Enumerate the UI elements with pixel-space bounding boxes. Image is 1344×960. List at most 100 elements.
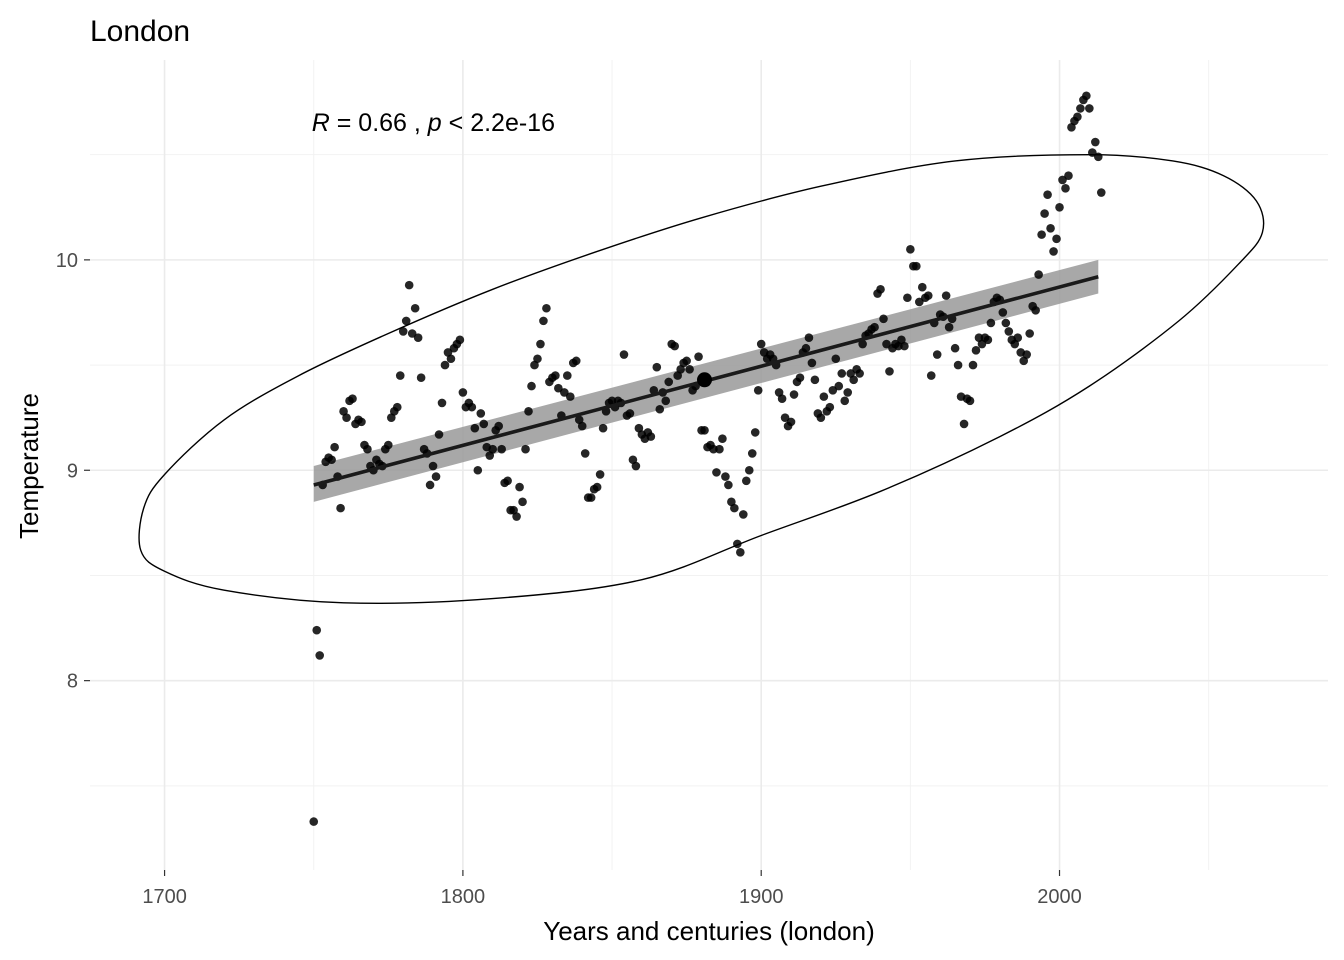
- data-point: [670, 341, 679, 351]
- x-tick-label: 1700: [142, 886, 187, 908]
- data-point: [986, 318, 996, 328]
- data-point: [840, 396, 850, 406]
- data-point: [807, 358, 817, 368]
- data-point: [685, 364, 694, 374]
- data-point: [327, 455, 336, 465]
- data-point: [401, 316, 411, 326]
- data-point: [876, 285, 885, 294]
- data-point: [1058, 175, 1067, 185]
- data-point: [571, 356, 581, 366]
- data-point: [700, 425, 709, 435]
- ellipse-outline: [138, 153, 1265, 604]
- data-point: [315, 651, 325, 660]
- data-point: [944, 322, 954, 332]
- x-tick-label: 1800: [441, 886, 486, 908]
- data-point: [900, 341, 909, 351]
- data-point: [661, 396, 671, 406]
- data-point: [1055, 202, 1064, 212]
- data-point: [718, 434, 727, 444]
- data-point: [730, 503, 739, 513]
- data-point: [849, 375, 858, 385]
- data-point: [416, 373, 426, 382]
- data-point: [1031, 306, 1040, 315]
- data-point: [816, 413, 826, 422]
- data-point: [694, 352, 703, 361]
- r-value: = 0.66 ,: [330, 109, 428, 137]
- confidence-ellipse: [138, 153, 1265, 604]
- p-symbol: p: [427, 109, 442, 137]
- data-point: [1034, 270, 1043, 279]
- data-point: [1025, 329, 1034, 338]
- data-point: [551, 371, 560, 380]
- data-point: [1043, 190, 1052, 199]
- data-point: [1061, 184, 1070, 193]
- data-point: [560, 388, 569, 397]
- data-point: [446, 354, 456, 364]
- data-point: [825, 402, 835, 412]
- data-point: [1073, 112, 1082, 122]
- data-point: [515, 482, 524, 492]
- data-point: [580, 449, 590, 458]
- data-point: [915, 297, 924, 307]
- data-point: [348, 394, 357, 404]
- data-point: [855, 369, 864, 378]
- data-point: [384, 440, 393, 450]
- data-point: [619, 350, 629, 359]
- centroid-point: [697, 372, 713, 388]
- r-symbol: R: [312, 109, 330, 137]
- x-tick-label: 2000: [1037, 886, 1082, 908]
- minor-gridlines: [90, 60, 1328, 870]
- data-point: [554, 383, 563, 393]
- data-point: [410, 303, 420, 313]
- data-point: [398, 327, 408, 336]
- data-point: [903, 293, 912, 303]
- data-point: [592, 482, 602, 492]
- data-point: [858, 339, 867, 349]
- data-point: [586, 493, 596, 502]
- data-point: [595, 470, 605, 479]
- data-point: [536, 339, 545, 349]
- y-tick-label: 8: [67, 671, 78, 693]
- data-point: [1052, 234, 1061, 244]
- data-point: [467, 402, 477, 412]
- data-point: [741, 476, 751, 486]
- data-point: [488, 444, 498, 454]
- data-point: [983, 335, 993, 345]
- data-point: [950, 343, 960, 353]
- data-point: [1040, 209, 1049, 218]
- data-point: [795, 373, 805, 382]
- data-point: [1049, 247, 1058, 256]
- data-point: [1001, 318, 1011, 328]
- data-point: [885, 367, 894, 376]
- data-point: [1046, 224, 1055, 233]
- y-axis-ticks: 8 9 10: [56, 250, 90, 693]
- data-point: [1022, 350, 1032, 359]
- data-point: [524, 407, 533, 416]
- data-point: [497, 444, 506, 454]
- data-point: [965, 396, 975, 406]
- data-point: [777, 394, 787, 404]
- data-point: [843, 388, 853, 397]
- data-point: [968, 360, 978, 370]
- data-point: [563, 371, 572, 380]
- data-point: [458, 388, 468, 397]
- data-point: [565, 392, 575, 401]
- data-point: [470, 423, 480, 433]
- data-point: [1091, 137, 1100, 147]
- data-point: [712, 468, 721, 477]
- data-point: [533, 354, 542, 364]
- data-point: [440, 360, 450, 370]
- correlation-annotation: R = 0.66 , p < 2.2e-16: [312, 109, 555, 137]
- data-point: [330, 442, 339, 452]
- data-point: [503, 476, 512, 486]
- p-value: < 2.2e-16: [442, 109, 555, 137]
- data-point: [598, 423, 608, 433]
- data-point: [473, 465, 483, 475]
- data-point: [494, 421, 503, 431]
- data-point: [819, 392, 829, 401]
- data-point: [392, 402, 402, 412]
- data-point: [739, 510, 748, 519]
- data-point: [518, 497, 527, 507]
- chart-title: London: [90, 15, 190, 48]
